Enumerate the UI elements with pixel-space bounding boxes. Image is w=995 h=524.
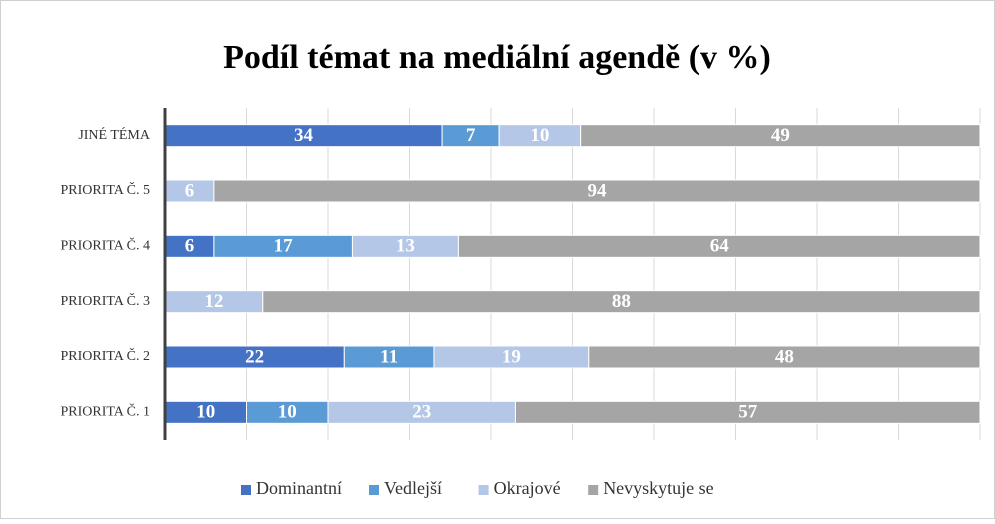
y-tick-label: PRIORITA Č. 3	[60, 292, 150, 309]
data-label: 12	[204, 291, 223, 312]
bar-segment	[213, 179, 981, 203]
data-label: 49	[771, 125, 790, 146]
data-label: 57	[738, 402, 758, 423]
data-label: 48	[775, 346, 794, 367]
legend-label: Okrajové	[494, 478, 561, 498]
data-label: 13	[396, 236, 415, 257]
data-label: 17	[274, 236, 294, 257]
data-label: 10	[278, 402, 297, 423]
data-label: 6	[185, 180, 195, 201]
y-tick-label: PRIORITA Č. 1	[60, 403, 150, 420]
data-label: 64	[710, 236, 730, 257]
chart-title: Podíl témat na mediální agendě (v %)	[223, 39, 771, 76]
data-label: 34	[294, 125, 314, 146]
data-label: 10	[530, 125, 549, 146]
legend-label: Dominantní	[256, 478, 342, 498]
data-label: 22	[245, 346, 264, 367]
y-tick-label: JINÉ TÉMA	[78, 126, 151, 143]
legend-swatch	[369, 485, 379, 495]
legend-label: Nevyskytuje se	[603, 478, 713, 498]
data-label: 23	[412, 402, 431, 423]
bar-segment	[262, 290, 981, 314]
bar-segment	[588, 345, 981, 369]
data-label: 7	[466, 125, 476, 146]
data-label: 19	[502, 346, 521, 367]
data-label: 94	[587, 180, 607, 201]
legend-label: Vedlejší	[384, 478, 442, 498]
data-label: 88	[612, 291, 631, 312]
y-tick-label: PRIORITA Č. 4	[60, 237, 150, 254]
bar-segment	[580, 124, 981, 148]
legend-swatch	[241, 485, 251, 495]
y-tick-label: PRIORITA Č. 2	[60, 347, 150, 364]
legend-swatch	[588, 485, 599, 495]
data-label: 10	[196, 402, 215, 423]
data-label: 11	[380, 346, 398, 367]
bar-segment	[457, 234, 981, 258]
legend-swatch	[478, 485, 489, 495]
data-label: 6	[185, 236, 195, 257]
y-tick-label: PRIORITA Č. 5	[60, 181, 150, 198]
bar-segment	[514, 400, 981, 424]
